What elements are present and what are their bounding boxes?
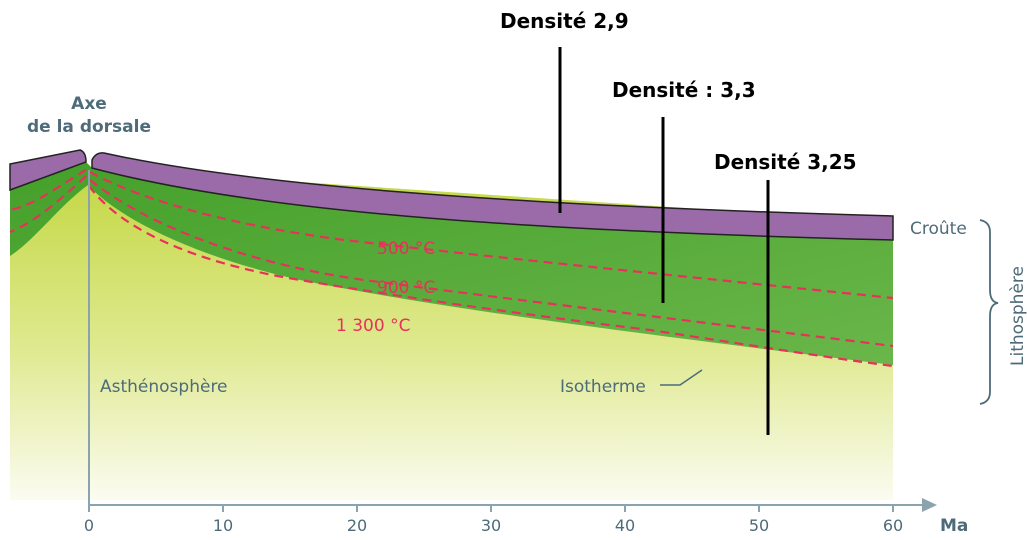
density-label-2: Densité : 3,3	[612, 78, 756, 102]
tick-label-50: 50	[749, 516, 769, 535]
isotherm-500-label: 500 °C	[377, 239, 435, 259]
x-axis-ticks	[88, 505, 894, 512]
isotherm-500	[89, 171, 894, 300]
tick-label-0: 0	[84, 516, 94, 535]
crust-label: Croûte	[910, 219, 967, 239]
tick-label-40: 40	[615, 516, 635, 535]
lithosphere-label: Lithosphère	[1008, 266, 1027, 366]
crust-right	[91, 152, 894, 241]
isotherm-pointer	[660, 369, 703, 386]
isotherm-1300-label: 1 300 °C	[336, 316, 410, 336]
isotherm-900-label: 900 °C	[377, 278, 435, 298]
isotherm-1300	[88, 185, 894, 368]
isotherm-label: Isotherme	[560, 377, 646, 397]
lithosphere-area	[10, 162, 893, 365]
isotherm-900-left	[9, 175, 87, 234]
density-label-1: Densité 2,9	[500, 9, 629, 33]
tick-label-10: 10	[213, 516, 233, 535]
crust-left	[9, 149, 87, 192]
x-axis-arrow	[922, 498, 937, 512]
tick-label-20: 20	[347, 516, 367, 535]
isotherm-900	[89, 179, 894, 348]
tick-label-30: 30	[481, 516, 501, 535]
ridge-axis-title-line1: Axe	[71, 94, 107, 114]
density-label-3: Densité 3,25	[714, 150, 857, 174]
asthenosphere-label: Asthénosphère	[100, 377, 228, 397]
isotherm-500-left	[9, 169, 87, 212]
ridge-axis-title-line2: de la dorsale	[27, 117, 151, 137]
lithosphere-brace	[979, 219, 999, 405]
tick-label-60: 60	[883, 516, 903, 535]
x-axis-unit: Ma	[940, 516, 968, 536]
